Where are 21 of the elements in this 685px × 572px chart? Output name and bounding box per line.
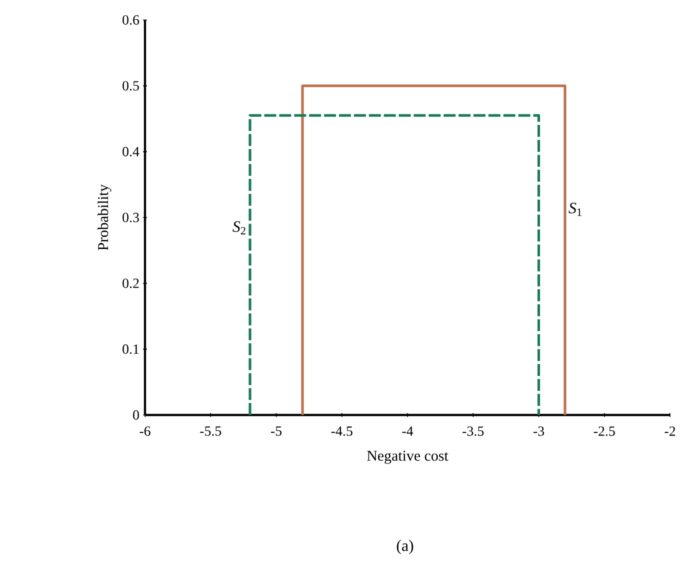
x-tick-label: -3.5 xyxy=(462,426,484,436)
y-tick-label: 0.4 xyxy=(122,146,140,156)
y-tick-label: 0 xyxy=(133,410,139,420)
x-axis-title: Negative cost xyxy=(367,450,448,464)
y-tick-label: 0.5 xyxy=(122,81,139,91)
x-tick-label: -5.5 xyxy=(200,426,222,436)
x-tick-label: -4 xyxy=(402,426,414,436)
x-tick-label: -2 xyxy=(664,426,676,436)
x-tick-label: -3 xyxy=(533,426,544,436)
x-tick-label: -2.5 xyxy=(594,426,615,436)
y-tick-label: 0.2 xyxy=(122,278,139,288)
y-axis-title: Probability xyxy=(98,184,112,250)
x-tick-label: -6 xyxy=(140,426,150,436)
y-tick-label: 0.3 xyxy=(122,212,139,222)
y-tick-label: 0.6 xyxy=(122,15,140,25)
x-tick-label: -5 xyxy=(270,426,282,436)
x-tick-label: -4.5 xyxy=(331,426,352,436)
series-label: S$_{1}$ xyxy=(568,202,582,216)
text: (a) xyxy=(396,540,414,554)
series-label: S$_{2}$ xyxy=(232,221,246,234)
y-tick-label: 0.1 xyxy=(122,344,139,354)
